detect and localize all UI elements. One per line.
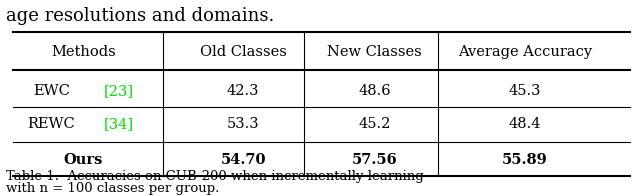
Text: 53.3: 53.3	[227, 117, 259, 132]
Text: EWC: EWC	[33, 84, 70, 98]
Text: 45.3: 45.3	[509, 84, 541, 98]
Text: 54.70: 54.70	[220, 153, 266, 167]
Text: 45.2: 45.2	[358, 117, 390, 132]
Text: Table 1.  Accuracies on CUB-200 when incrementally learning: Table 1. Accuracies on CUB-200 when incr…	[6, 170, 424, 183]
Text: 57.56: 57.56	[351, 153, 397, 167]
Text: [23]: [23]	[103, 84, 134, 98]
Text: REWC: REWC	[28, 117, 75, 132]
Text: Methods: Methods	[51, 45, 116, 59]
Text: 42.3: 42.3	[227, 84, 259, 98]
Text: Ours: Ours	[63, 153, 103, 167]
Text: with n = 100 classes per group.: with n = 100 classes per group.	[6, 182, 220, 195]
Text: New Classes: New Classes	[327, 45, 422, 59]
Text: 55.89: 55.89	[502, 153, 548, 167]
Text: [34]: [34]	[103, 117, 134, 132]
Text: age resolutions and domains.: age resolutions and domains.	[6, 7, 275, 25]
Text: 48.4: 48.4	[509, 117, 541, 132]
Text: Average Accuracy: Average Accuracy	[458, 45, 592, 59]
Text: Old Classes: Old Classes	[200, 45, 287, 59]
Text: 48.6: 48.6	[358, 84, 390, 98]
